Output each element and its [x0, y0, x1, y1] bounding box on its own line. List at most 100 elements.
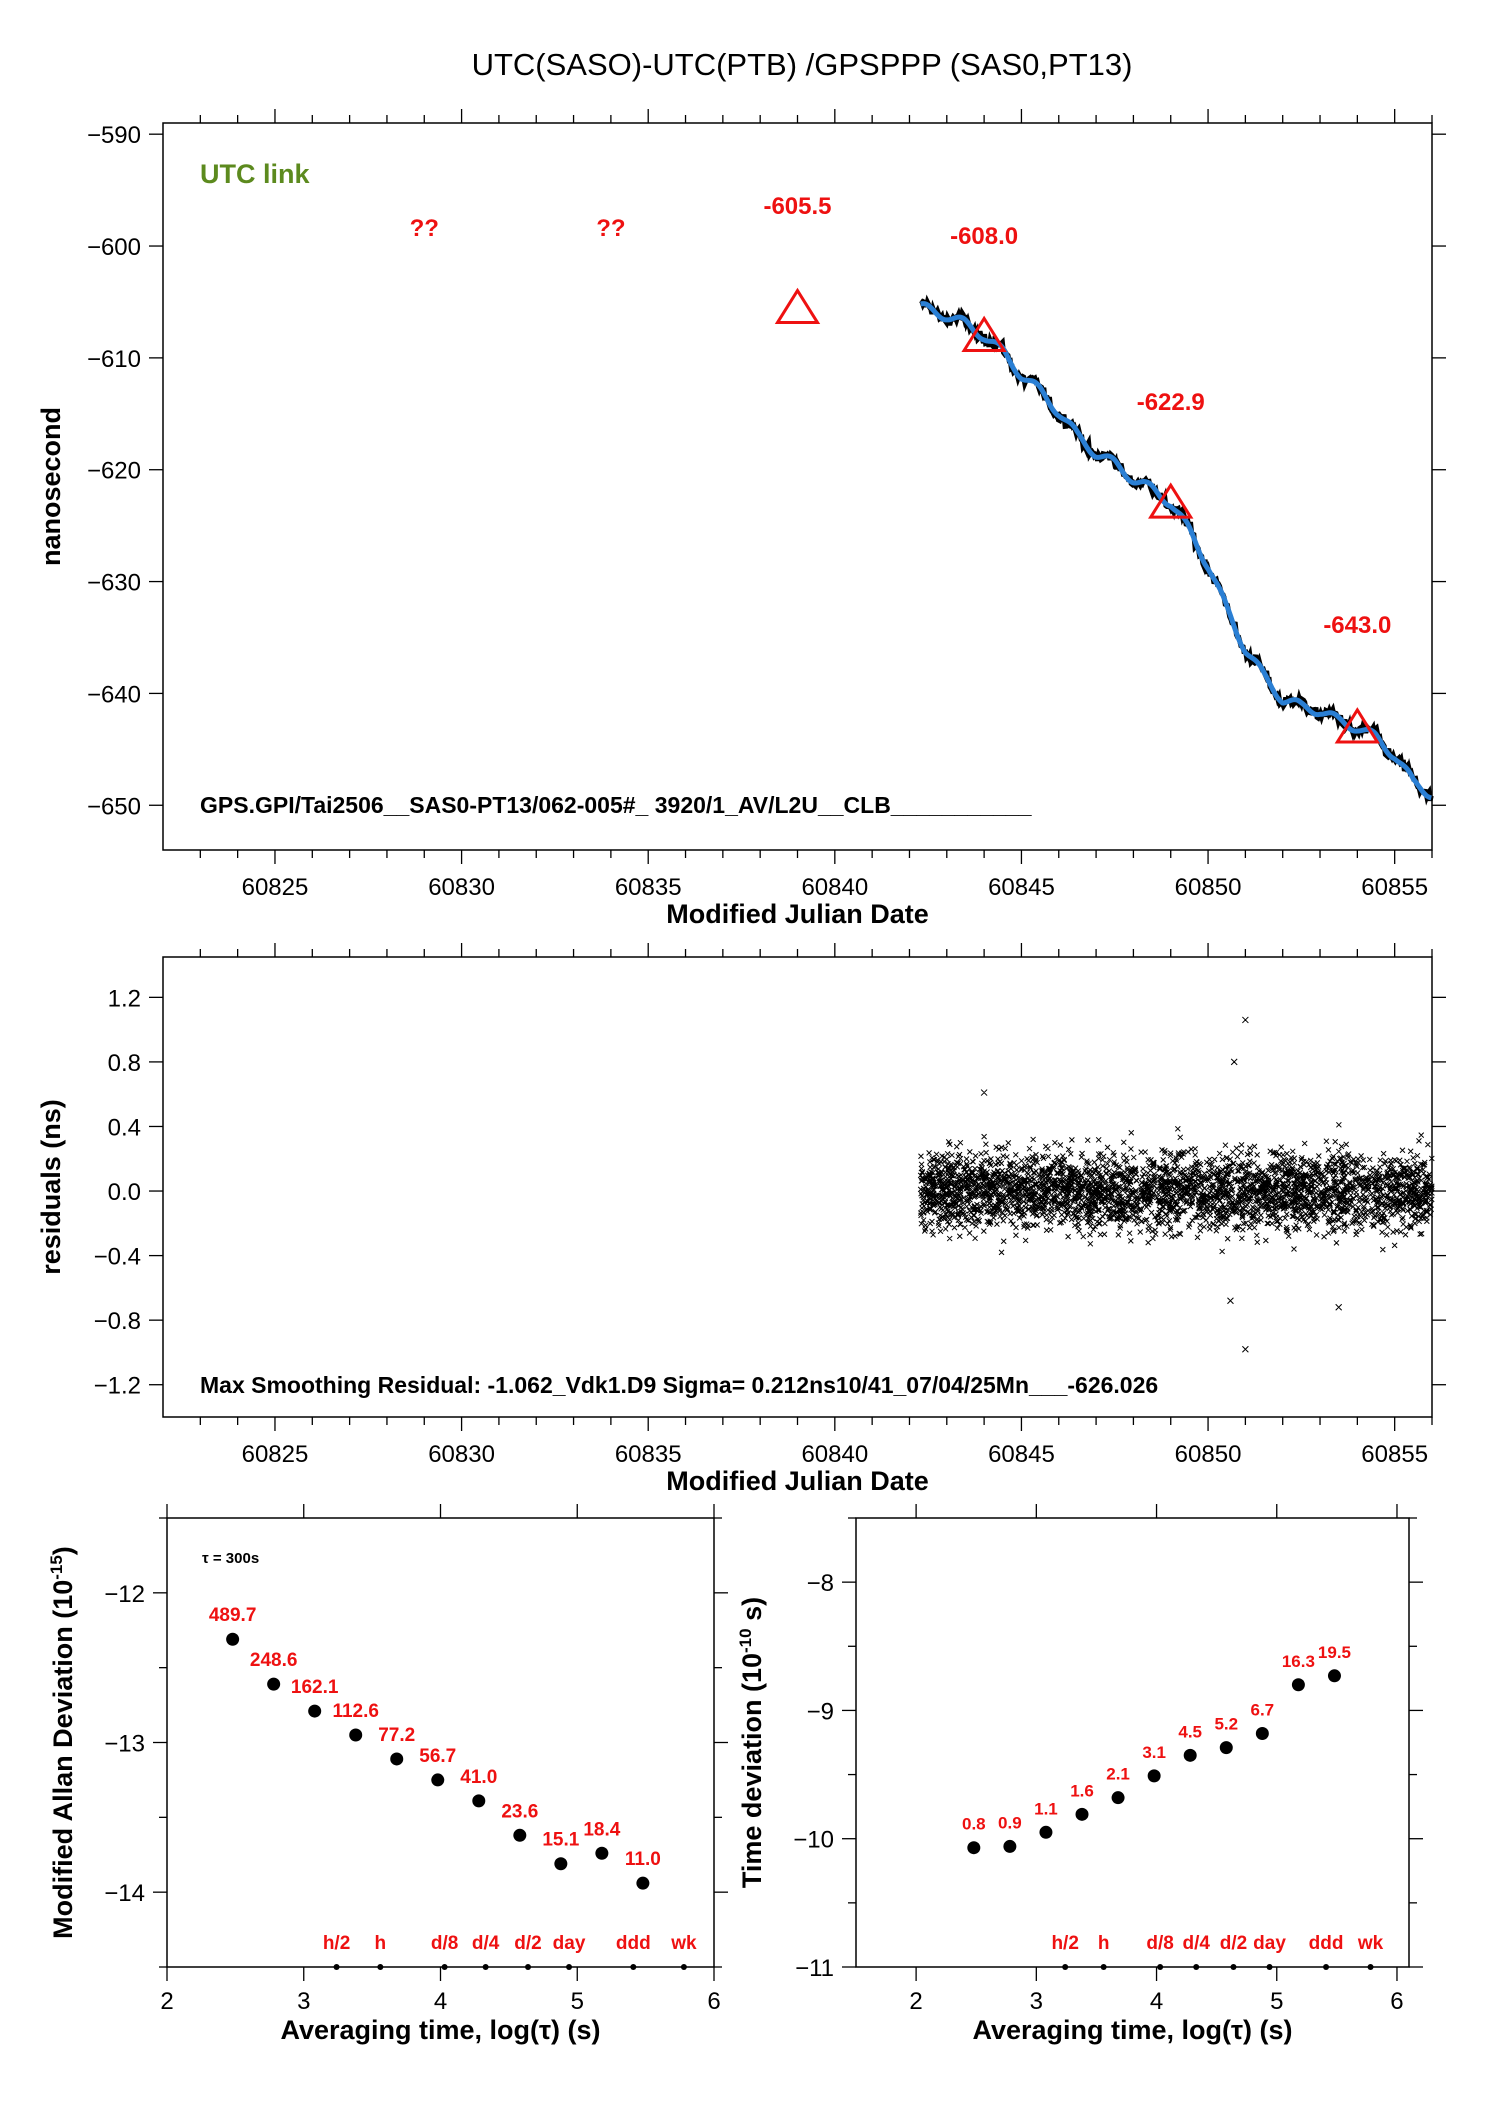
link-y-tick-label: −600 — [87, 234, 141, 261]
tdev-point-label: 1.6 — [1070, 1781, 1094, 1800]
tdev-point-label: 3.1 — [1142, 1743, 1166, 1762]
tdev-point-label: 0.8 — [962, 1815, 986, 1834]
link-x-tick-label: 60840 — [801, 874, 868, 901]
mdev-time-marker-label: h/2 — [323, 1933, 350, 1954]
link-x-tick-label: 60830 — [428, 874, 495, 901]
residuals-y-tick-label: −0.8 — [94, 1308, 141, 1335]
mdev-point — [308, 1704, 322, 1718]
link-x-tick-label: 60845 — [988, 874, 1055, 901]
tdev-point-label: 1.1 — [1034, 1799, 1058, 1818]
link-marker-label: -622.9 — [1137, 389, 1205, 416]
mdev-x-tick-label: 4 — [434, 1988, 447, 2015]
tdev-time-marker-label: h/2 — [1051, 1933, 1078, 1954]
mdev-time-marker-label: d/2 — [514, 1933, 541, 1954]
mdev-point — [554, 1857, 568, 1871]
tdev-time-marker — [1193, 1964, 1200, 1970]
tdev-point — [1255, 1727, 1269, 1741]
tdev-time-marker-label: wk — [1357, 1933, 1384, 1954]
link-y-tick-label: −590 — [87, 122, 141, 149]
link-marker-triangle — [1334, 707, 1381, 744]
residuals-y-tick-label: 1.2 — [108, 985, 141, 1012]
tdev-time-marker-label: d/8 — [1146, 1933, 1173, 1954]
tdev-time-marker — [1367, 1964, 1374, 1970]
tdev-point — [1183, 1748, 1197, 1762]
tdev-point-label: 16.3 — [1282, 1652, 1315, 1671]
residuals-x-tick-label: 60850 — [1175, 1441, 1242, 1468]
tdev-y-tick-label: −11 — [795, 1955, 834, 1982]
tdev-time-marker-label: h — [1098, 1933, 1110, 1954]
mdev-x-tick-label: 3 — [297, 1988, 310, 2015]
mdev-x-tick-label: 6 — [707, 1988, 720, 2015]
tdev-time-marker-label: d/2 — [1220, 1933, 1247, 1954]
mdev-point-label: 489.7 — [209, 1605, 257, 1626]
link-plot-frame — [162, 122, 1433, 851]
residuals-x-tick-label: 60855 — [1361, 1441, 1428, 1468]
residuals-y-tick-label: 0.0 — [108, 1179, 141, 1206]
tdev-point — [1003, 1839, 1017, 1853]
mdev-tau-note: τ = 300s — [202, 1550, 259, 1567]
residuals-points — [917, 1016, 1435, 1353]
tdev-time-marker — [1100, 1964, 1107, 1970]
mdev-time-marker — [525, 1964, 532, 1970]
residuals-y-tick-label: −1.2 — [94, 1373, 141, 1400]
link-marker-label: -608.0 — [950, 223, 1018, 250]
tdev-time-marker-label: day — [1253, 1933, 1286, 1954]
residuals-note: Max Smoothing Residual: -1.062_Vdk1.D9 S… — [200, 1372, 1158, 1398]
mdev-y-tick-label: −14 — [104, 1880, 145, 1907]
tdev-point — [1219, 1741, 1233, 1755]
link-missing-label: ?? — [596, 215, 625, 242]
tdev-y-axis-label: Time deviation (10-10 s) — [736, 1597, 767, 1888]
tdev-x-tick-label: 2 — [909, 1988, 922, 2015]
residuals-x-axis-label: Modified Julian Date — [666, 1466, 929, 1496]
mdev-time-marker-label: wk — [670, 1933, 697, 1954]
link-chart: 60825 60830 60835 60840 60845 60850 60855 −590 −… — [36, 109, 1446, 929]
link-marker-label: -643.0 — [1323, 612, 1391, 639]
tdev-point-label: 19.5 — [1318, 1643, 1351, 1662]
mdev-time-marker-label: h — [375, 1933, 387, 1954]
residuals-x-tick-label: 60840 — [801, 1441, 868, 1468]
tdev-y-tick-label: −10 — [793, 1827, 834, 1854]
link-y-tick-label: −650 — [87, 793, 141, 820]
mdev-time-marker — [333, 1964, 340, 1970]
mdev-x-tick-label: 2 — [160, 1988, 173, 2015]
mdev-point — [349, 1728, 363, 1742]
mdev-y-tick-label: −13 — [104, 1731, 145, 1758]
mdev-time-marker — [630, 1964, 637, 1970]
tdev-point — [967, 1841, 981, 1855]
link-legend-label: UTC link — [200, 159, 310, 189]
tdev-x-tick-label: 5 — [1270, 1988, 1283, 2015]
link-y-tick-label: −610 — [87, 346, 141, 373]
link-marker-label: -605.5 — [763, 193, 831, 220]
link-x-tick-label: 60850 — [1175, 874, 1242, 901]
mdev-time-marker — [680, 1964, 687, 1970]
link-missing-label: ?? — [410, 215, 439, 242]
tdev-x-tick-label: 3 — [1030, 1988, 1043, 2015]
mdev-point — [472, 1794, 486, 1808]
link-smoothed-series — [920, 301, 1432, 801]
link-raw-series — [919, 294, 1434, 806]
mdev-point-label: 162.1 — [291, 1677, 339, 1698]
residuals-x-tick-label: 60825 — [242, 1441, 309, 1468]
tdev-point — [1147, 1769, 1161, 1783]
mdev-point-label: 41.0 — [460, 1767, 497, 1788]
link-marker-triangle — [961, 315, 1007, 353]
tdev-time-marker — [1323, 1964, 1330, 1970]
link-y-tick-label: −630 — [87, 570, 141, 597]
mdev-time-marker — [441, 1964, 448, 1970]
mdev-point-label: 18.4 — [583, 1819, 620, 1840]
mdev-point — [267, 1677, 281, 1691]
mdev-chart: 2 3 4 5 6 −12 −13 −14 Averaging time, log(τ) (s)… — [47, 1504, 728, 2045]
mdev-time-marker — [482, 1964, 489, 1970]
mdev-point-label: 56.7 — [419, 1746, 456, 1767]
link-x-tick-label: 60825 — [242, 874, 309, 901]
tdev-time-marker — [1266, 1964, 1273, 1970]
link-y-axis-label: nanosecond — [36, 407, 66, 566]
residuals-y-tick-label: 0.8 — [108, 1050, 141, 1077]
mdev-y-tick-label: −12 — [104, 1581, 145, 1608]
mdev-time-marker-label: day — [553, 1933, 586, 1954]
mdev-time-marker — [566, 1964, 573, 1970]
residuals-chart: 60825 60830 60835 60840 60845 60850 60855 1.2 0.… — [36, 943, 1446, 1496]
tdev-x-axis-label: Averaging time, log(τ) (s) — [972, 2015, 1292, 2045]
tdev-time-marker-label: ddd — [1309, 1933, 1344, 1954]
